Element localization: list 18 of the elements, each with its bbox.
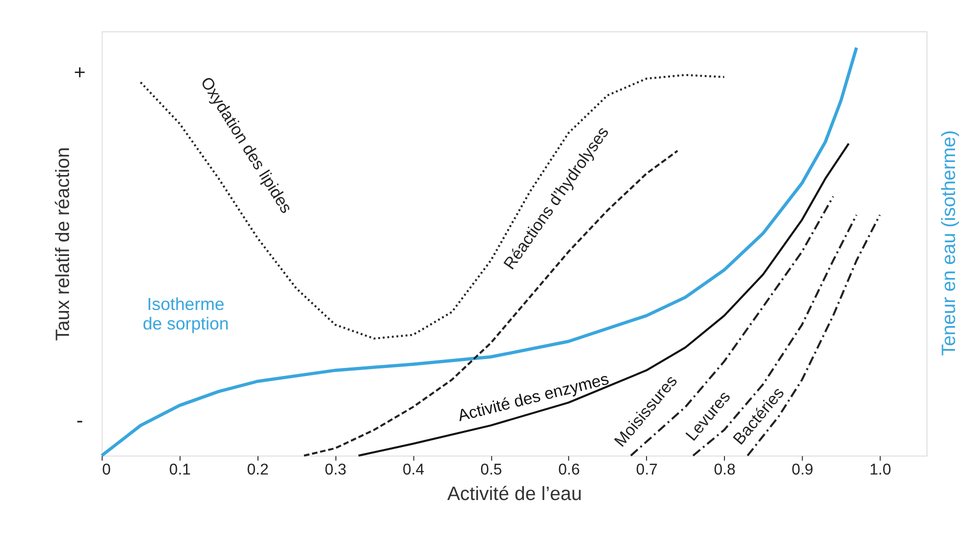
x-tick-label: 0.8 (714, 461, 736, 478)
x-tick-label: 0.3 (324, 461, 346, 478)
x-tick-label: 0 (102, 461, 112, 478)
y-axis-title: Taux relatif de réaction (53, 147, 74, 341)
text: - (76, 410, 84, 432)
x-tick-label: 0.5 (480, 461, 502, 478)
text: Isotherme de sorption (142, 294, 229, 334)
text: + (74, 62, 86, 84)
x-axis-title: Activité de l’eau (447, 484, 582, 506)
x-tick-label: 0.2 (246, 461, 269, 478)
x-tick-label: 0.1 (169, 461, 191, 478)
x-tick-label: 0.7 (636, 461, 658, 478)
y2-axis-title: Teneur en eau (isotherme) (938, 130, 960, 356)
x-tick-label: 0.4 (402, 461, 425, 478)
text: Activité des enzymes (456, 370, 611, 426)
x-tick-label: 0.9 (792, 461, 814, 478)
x-tick-label: 0.6 (558, 461, 580, 478)
x-tick-label: 1.0 (869, 461, 892, 478)
